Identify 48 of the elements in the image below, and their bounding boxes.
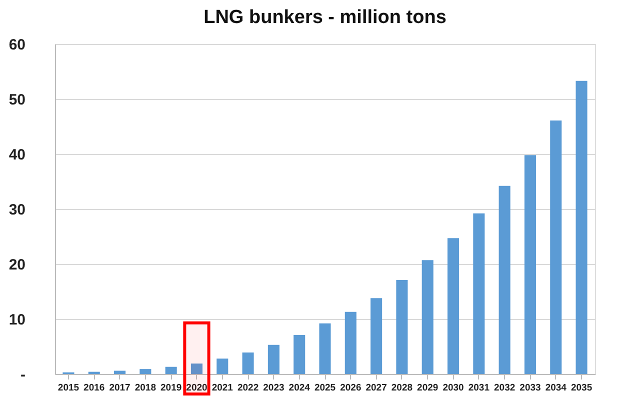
x-tick-label: 2026 — [340, 382, 362, 394]
x-tick-label: 2035 — [570, 382, 593, 394]
x-tick-label: 2016 — [84, 382, 105, 394]
bar — [268, 344, 280, 374]
bar — [473, 213, 485, 374]
x-tick-label: 2022 — [237, 382, 259, 394]
y-tick-label: 60 — [8, 36, 26, 54]
x-tick-label: 2020 — [186, 382, 208, 394]
x-tick-label: 2030 — [442, 382, 464, 394]
x-tick-label: 2021 — [212, 382, 234, 394]
x-tick-label: 2018 — [134, 382, 156, 394]
x-tick-label: 2025 — [314, 382, 336, 394]
x-tick-label: 2024 — [288, 382, 311, 394]
y-tick-label: 40 — [8, 146, 26, 164]
bar — [216, 358, 228, 374]
x-tick-label: 2033 — [520, 382, 541, 394]
bar — [524, 155, 536, 374]
bar — [396, 280, 408, 374]
bar — [190, 364, 203, 374]
bar — [447, 238, 460, 374]
y-tick-label: - — [20, 366, 26, 384]
bar — [140, 369, 152, 374]
x-tick-label: 2023 — [263, 382, 284, 394]
x-tick-label: 2028 — [391, 382, 413, 394]
x-tick-label: 2019 — [160, 382, 182, 394]
y-tick-label: 50 — [8, 92, 26, 108]
bar — [114, 370, 126, 374]
y-tick-label: 10 — [8, 312, 26, 328]
bar — [550, 120, 562, 374]
bar — [165, 366, 177, 374]
x-tick-label: 2034 — [545, 382, 568, 394]
chart-title: LNG bunkers - million tons — [204, 7, 446, 28]
bar — [370, 298, 382, 374]
x-tick-label: 2027 — [366, 382, 387, 394]
bar — [422, 260, 434, 374]
bar — [576, 80, 588, 374]
bar — [344, 312, 356, 374]
x-tick-label: 2029 — [417, 382, 438, 394]
x-tick-label: 2015 — [58, 382, 80, 394]
bar — [319, 323, 331, 374]
x-tick-label: 2017 — [109, 382, 130, 394]
y-tick-label: 30 — [8, 202, 26, 218]
x-tick-label: 2032 — [494, 382, 516, 394]
x-tick-label: 2031 — [468, 382, 490, 394]
y-tick-label: 20 — [8, 256, 26, 274]
bar — [242, 352, 254, 374]
bar — [498, 186, 510, 374]
bar — [294, 334, 306, 374]
